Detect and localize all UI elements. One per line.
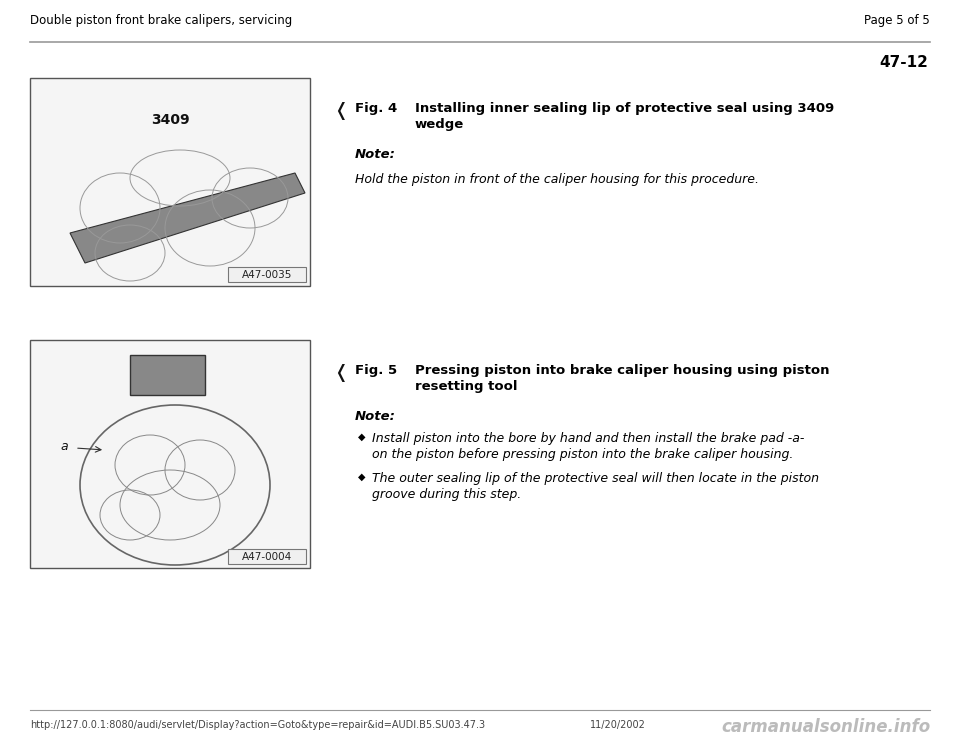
Bar xyxy=(30,340,310,568)
Text: ◆: ◆ xyxy=(358,432,366,442)
Text: wedge: wedge xyxy=(415,118,465,131)
Text: Fig. 4: Fig. 4 xyxy=(355,102,397,115)
Bar xyxy=(228,549,306,564)
Text: ❬: ❬ xyxy=(333,102,348,120)
Text: groove during this step.: groove during this step. xyxy=(372,488,521,501)
Text: ◆: ◆ xyxy=(358,472,366,482)
Text: http://127.0.0.1:8080/audi/servlet/Display?action=Goto&type=repair&id=AUDI.B5.SU: http://127.0.0.1:8080/audi/servlet/Displ… xyxy=(30,720,485,730)
Text: Install piston into the bore by hand and then install the brake pad -a-: Install piston into the bore by hand and… xyxy=(372,432,804,445)
Text: Note:: Note: xyxy=(355,410,396,423)
Text: Page 5 of 5: Page 5 of 5 xyxy=(864,14,930,27)
Text: 47-12: 47-12 xyxy=(879,55,928,70)
Text: ❬: ❬ xyxy=(333,364,348,382)
Text: 11/20/2002: 11/20/2002 xyxy=(590,720,646,730)
Text: a: a xyxy=(60,440,67,453)
Bar xyxy=(30,78,310,286)
Text: A47-0035: A47-0035 xyxy=(242,269,292,280)
Text: Note:: Note: xyxy=(355,148,396,161)
Text: carmanualsonline.info: carmanualsonline.info xyxy=(721,718,930,736)
Text: Installing inner sealing lip of protective seal using 3409: Installing inner sealing lip of protecti… xyxy=(415,102,834,115)
Bar xyxy=(228,267,306,282)
Polygon shape xyxy=(130,355,205,395)
Text: Hold the piston in front of the caliper housing for this procedure.: Hold the piston in front of the caliper … xyxy=(355,173,759,186)
Polygon shape xyxy=(70,173,305,263)
Text: The outer sealing lip of the protective seal will then locate in the piston: The outer sealing lip of the protective … xyxy=(372,472,819,485)
Text: A47-0004: A47-0004 xyxy=(242,551,292,562)
Text: on the piston before pressing piston into the brake caliper housing.: on the piston before pressing piston int… xyxy=(372,448,793,461)
Text: Double piston front brake calipers, servicing: Double piston front brake calipers, serv… xyxy=(30,14,292,27)
Text: 3409: 3409 xyxy=(151,113,189,127)
Text: Fig. 5: Fig. 5 xyxy=(355,364,397,377)
Text: resetting tool: resetting tool xyxy=(415,380,517,393)
Text: Pressing piston into brake caliper housing using piston: Pressing piston into brake caliper housi… xyxy=(415,364,829,377)
